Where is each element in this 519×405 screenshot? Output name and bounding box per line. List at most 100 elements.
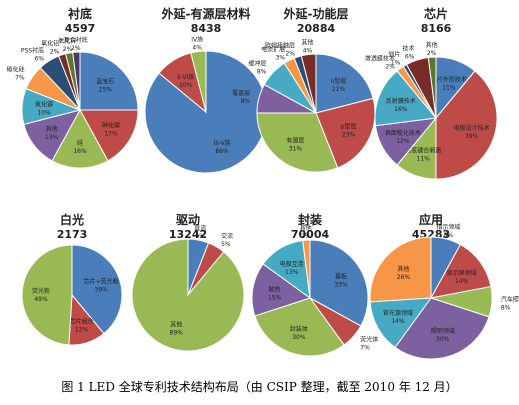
slice-label: 芯片外形技术 (431, 75, 467, 83)
slice-label: 芯片组合 (70, 318, 94, 326)
slice-label: 直流 (194, 224, 206, 232)
slice-label: 缓冲层 (248, 60, 266, 68)
slice-percent: 25% (99, 87, 113, 94)
slice-label: 指示领域 (436, 223, 460, 231)
slice-label: 欧姆接触层 (265, 41, 295, 49)
slice-percent: 2% (71, 45, 81, 52)
pie-slice (394, 297, 490, 360)
slice-label: 有源层 (286, 136, 304, 144)
pie-slice (302, 239, 311, 299)
pie-slice (72, 51, 81, 111)
slice-percent: 86% (215, 148, 229, 155)
slice-label: 碳化硅 (7, 65, 25, 73)
slice-label: 衬底键合剥离 (405, 147, 441, 155)
pie-chart-4: 芯片8166芯片外形技术11%电极设计技术39%衬底键合剥离11%表面粗化技术1… (365, 6, 498, 180)
slice-label: 照明领域 (431, 327, 455, 335)
slice-percent: 13% (45, 134, 59, 141)
chart-title: 驱动 (176, 213, 200, 227)
slice-label: 交流 (221, 232, 233, 240)
slice-percent: 6% (405, 53, 415, 60)
slice-label: n型层 (330, 77, 346, 85)
slice-percent: 2% (50, 48, 60, 55)
slice-percent: 16% (394, 106, 408, 113)
slice-label: 荧光粉 (32, 287, 50, 295)
pie-slice (309, 239, 369, 327)
slice-percent: 6% (195, 233, 205, 240)
slice-percent: 11% (417, 156, 431, 163)
pie-slice (251, 263, 312, 317)
slice-label: 荧光体 (360, 335, 378, 343)
chart-total: 2173 (57, 228, 88, 241)
chart-title: 外延-有源层材料 (162, 6, 251, 21)
slice-label: 硅 (77, 139, 83, 147)
slice-percent: 49% (34, 296, 48, 303)
slice-percent: 10% (37, 110, 51, 117)
slice-percent: 7% (360, 344, 370, 351)
slice-label: 氮化镓 (35, 101, 53, 109)
slice-label: 氧化锌 (58, 37, 76, 45)
slice-percent: 14% (391, 318, 405, 325)
chart-total: 8166 (421, 22, 452, 35)
slice-label: 其他 (397, 265, 409, 273)
slice-label: IV族 (191, 36, 203, 44)
slice-label: II-VI族 (177, 73, 194, 81)
chart-total: 20884 (297, 22, 336, 35)
pie-slice (256, 112, 339, 173)
slice-percent: 31% (289, 145, 303, 152)
slice-percent: 1% (391, 60, 401, 67)
slice-label: 划片 (388, 51, 400, 59)
slice-label: 覆盖层 (232, 89, 250, 97)
slice-percent: 2% (301, 233, 311, 240)
slice-label: 氧化铝 (41, 39, 59, 47)
slice-percent: 30% (292, 334, 306, 341)
pie-slice (369, 297, 433, 349)
slice-label: 其他 (300, 224, 312, 232)
slice-label: 蓝宝石 (96, 78, 114, 86)
pie-slice (315, 53, 374, 114)
chart-title: 芯片 (424, 6, 448, 21)
chart-title: 封装 (298, 212, 322, 227)
chart-total: 70004 (291, 228, 330, 241)
slice-percent: 23% (342, 132, 356, 139)
slice-percent: 2% (427, 50, 437, 57)
pie-slice (51, 108, 109, 169)
pie-slice (315, 97, 376, 169)
slice-percent: 8% (241, 98, 251, 105)
slice-percent: 33% (334, 282, 348, 289)
pie-slice (21, 244, 73, 346)
slice-percent: 7% (15, 74, 25, 81)
slice-label: 表面粗化技术 (385, 129, 421, 137)
slice-percent: 21% (332, 86, 346, 93)
pie-slice (254, 297, 345, 357)
pie-slice (435, 70, 498, 180)
slice-percent: 10% (179, 82, 193, 89)
chart-total: 4597 (65, 22, 96, 35)
chart-title: 外延-功能层 (284, 6, 349, 21)
slice-label: 汽车照明领域 (501, 295, 519, 303)
slice-percent: 2% (385, 63, 395, 70)
slice-percent: 4% (192, 45, 202, 52)
slice-percent: 3% (276, 54, 286, 61)
chart-total: 13242 (169, 228, 207, 241)
pie-slice (190, 50, 207, 113)
slice-percent: 8% (501, 304, 511, 311)
slice-percent: 6% (35, 55, 45, 62)
slice-percent: 8% (444, 232, 454, 239)
slice-label: 其他 (301, 39, 313, 47)
chart-total: 8438 (191, 22, 222, 35)
pie-slice (427, 56, 437, 119)
slice-percent: 5% (221, 241, 231, 248)
slice-label: 芯片+荧光粉 (84, 278, 119, 286)
chart-title: 白光 (60, 212, 84, 227)
slice-label: 显示屏领域 (447, 269, 477, 277)
slice-percent: 15% (268, 294, 282, 301)
slice-percent: 2% (63, 46, 73, 53)
slice-percent: 8% (257, 69, 267, 76)
slice-percent: 89% (170, 330, 184, 337)
slice-percent: 16% (73, 148, 87, 155)
slice-percent: 39% (465, 133, 479, 140)
